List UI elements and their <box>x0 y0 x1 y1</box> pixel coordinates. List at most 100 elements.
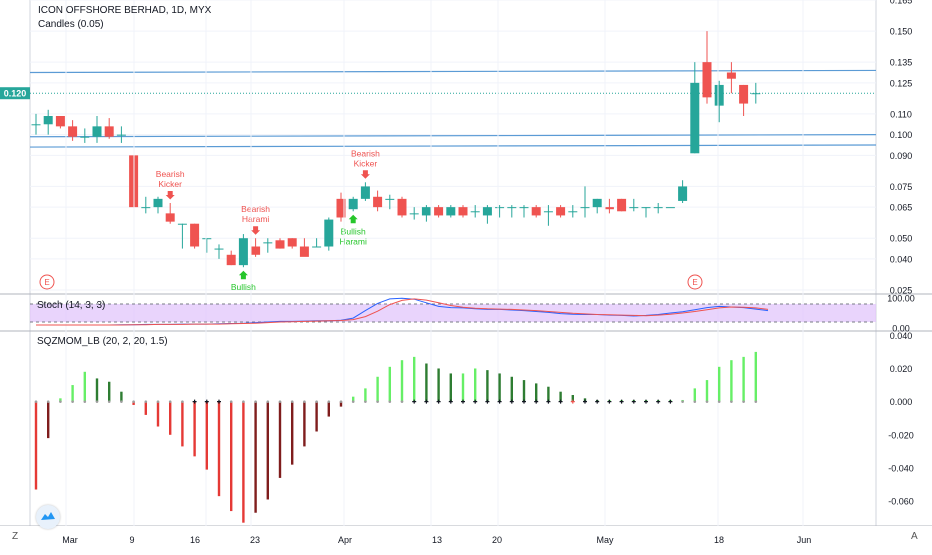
squeeze-dot <box>132 400 135 403</box>
candle <box>348 196 358 212</box>
candles-pane: 0.165 0.150 0.135 0.125 0.110 0.100 0.090 0.075… <box>0 0 912 296</box>
squeeze-dot <box>754 400 758 403</box>
candle-body <box>202 238 212 240</box>
stoch-label[interactable]: Stoch (14, 3, 3) <box>37 300 106 311</box>
trendline <box>29 69 877 74</box>
candle <box>482 205 492 224</box>
candle-body <box>92 126 102 137</box>
squeeze-dot <box>168 400 172 403</box>
momentum-bar <box>535 383 538 402</box>
candle-body <box>141 207 151 209</box>
candle-body <box>43 116 53 125</box>
squeeze-cross <box>497 399 502 404</box>
arrow-down-icon <box>360 170 370 179</box>
candle-body <box>580 207 590 209</box>
candle-body <box>678 186 688 201</box>
pattern-label: Bullish <box>341 226 366 236</box>
price-tick-label: 0.090 <box>890 151 913 161</box>
candle-body <box>385 198 395 200</box>
momentum-tick-label: -0.060 <box>888 497 914 507</box>
pattern-label: Harami <box>339 236 367 246</box>
candle <box>336 192 346 222</box>
momentum-bar <box>278 401 282 478</box>
momentum-bar <box>47 401 50 439</box>
candle-body <box>604 207 614 210</box>
momentum-bar <box>693 388 696 402</box>
squeeze-cross <box>558 399 563 404</box>
pattern-label: Bearish <box>156 169 185 179</box>
stoch-pane: 100.00 0.00 <box>30 294 915 334</box>
candle-body <box>373 196 383 208</box>
squeeze-cross <box>644 399 648 404</box>
candle <box>385 194 395 210</box>
candle-body <box>348 198 358 210</box>
squeeze-cross <box>485 399 490 404</box>
candle-body <box>251 246 261 255</box>
momentum-bar <box>303 401 306 447</box>
candle-body <box>531 207 541 216</box>
squeeze-cross <box>595 399 600 404</box>
candle-body <box>55 116 65 127</box>
momentum-bar <box>254 401 257 513</box>
axis-corner-right[interactable]: A <box>911 531 918 542</box>
candle-body <box>226 254 236 266</box>
candle <box>92 116 102 143</box>
candle <box>251 238 261 257</box>
earnings-event-marker: E <box>687 274 703 290</box>
price-tick-label: 0.065 <box>890 203 913 213</box>
momentum-bar <box>144 401 147 415</box>
arrow-up-icon <box>238 270 248 280</box>
stoch-band <box>30 304 876 322</box>
candle-body <box>104 126 114 137</box>
candle <box>495 205 505 218</box>
candle-body <box>275 240 285 249</box>
candle <box>116 126 126 143</box>
candle-body <box>714 84 724 106</box>
candle <box>214 244 224 259</box>
momentum-bar <box>571 395 574 402</box>
candle <box>556 205 566 218</box>
candle-body <box>336 198 346 218</box>
candle-body <box>665 207 675 209</box>
earnings-event-marker: E <box>39 274 55 290</box>
candle-body <box>409 213 419 215</box>
time-tick-label: 23 <box>250 535 260 545</box>
momentum-bar <box>437 368 440 402</box>
squeeze-cross <box>204 399 209 404</box>
squeeze-dot <box>339 400 343 403</box>
squeeze-cross <box>619 399 624 404</box>
axis-corner-left[interactable]: Z <box>12 531 19 542</box>
squeeze-dot <box>71 400 74 403</box>
tradingview-logo-icon[interactable] <box>36 505 60 529</box>
candle-body <box>312 246 322 248</box>
momentum-bar <box>339 401 343 407</box>
candle <box>653 203 663 214</box>
squeeze-dot <box>107 400 111 403</box>
momentum-bar <box>474 368 477 402</box>
time-tick-label: Apr <box>338 535 352 545</box>
candle <box>580 186 590 218</box>
event-marker-label: E <box>44 278 49 287</box>
candle <box>190 223 200 249</box>
momentum-bar <box>522 380 526 402</box>
price-tick-label: 0.100 <box>890 130 913 140</box>
time-axis-bg <box>0 526 932 550</box>
candle <box>226 250 236 266</box>
main-indicator-label[interactable]: Candles (0.05) <box>38 19 104 30</box>
pattern-label: Bearish <box>241 204 270 214</box>
candle-body <box>482 207 492 216</box>
candle <box>177 223 187 249</box>
squeeze-dot <box>730 400 733 403</box>
momentum-bar <box>315 401 318 432</box>
candle <box>141 196 151 214</box>
sqz-label[interactable]: SQZMOM_LB (20, 2, 20, 1.5) <box>37 336 168 347</box>
squeeze-dot <box>364 400 367 403</box>
candle-body <box>751 93 761 95</box>
candle <box>702 31 712 104</box>
event-marker-label: E <box>692 278 697 287</box>
candle-body <box>458 207 468 216</box>
last-price-box <box>0 87 30 100</box>
candle <box>458 205 468 218</box>
squeeze-cross <box>448 399 453 404</box>
